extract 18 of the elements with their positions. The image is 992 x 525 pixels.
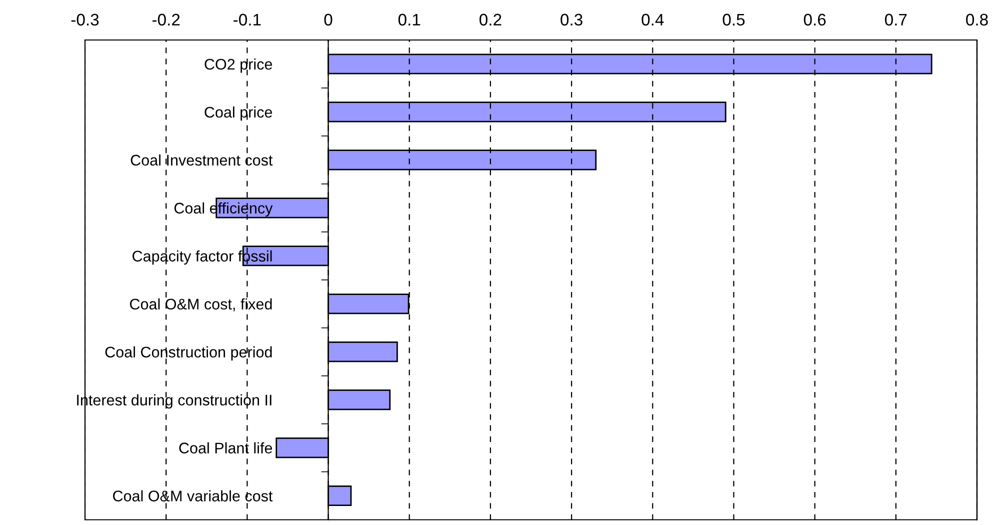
y-tick-label: Coal price xyxy=(204,106,272,121)
y-tick-label: Coal O&M variable cost xyxy=(113,490,273,502)
x-tick-label: -0.3 xyxy=(71,14,99,26)
y-tick-label: Coal Construction period xyxy=(105,346,272,361)
x-tick-label: -0.1 xyxy=(234,14,261,26)
x-tick-label: 0.8 xyxy=(966,14,988,26)
x-tick-label: 0.4 xyxy=(642,14,664,26)
x-tick-label: 0.5 xyxy=(722,14,745,26)
y-tick-label: Coal O&M cost, fixed xyxy=(130,298,272,312)
x-tick-label: 0.6 xyxy=(804,14,826,26)
x-tick-label: 0 xyxy=(324,14,332,26)
x-tick-label: 0.2 xyxy=(480,14,502,26)
y-tick-label: Coal Plant life xyxy=(179,442,272,454)
x-tick-label: 0.3 xyxy=(560,14,582,26)
y-tick-label: CO2 price xyxy=(204,58,272,73)
x-tick-label: 0.1 xyxy=(398,14,420,26)
x-tick-label: -0.2 xyxy=(152,14,180,26)
x-tick-label: 0.7 xyxy=(884,14,907,26)
